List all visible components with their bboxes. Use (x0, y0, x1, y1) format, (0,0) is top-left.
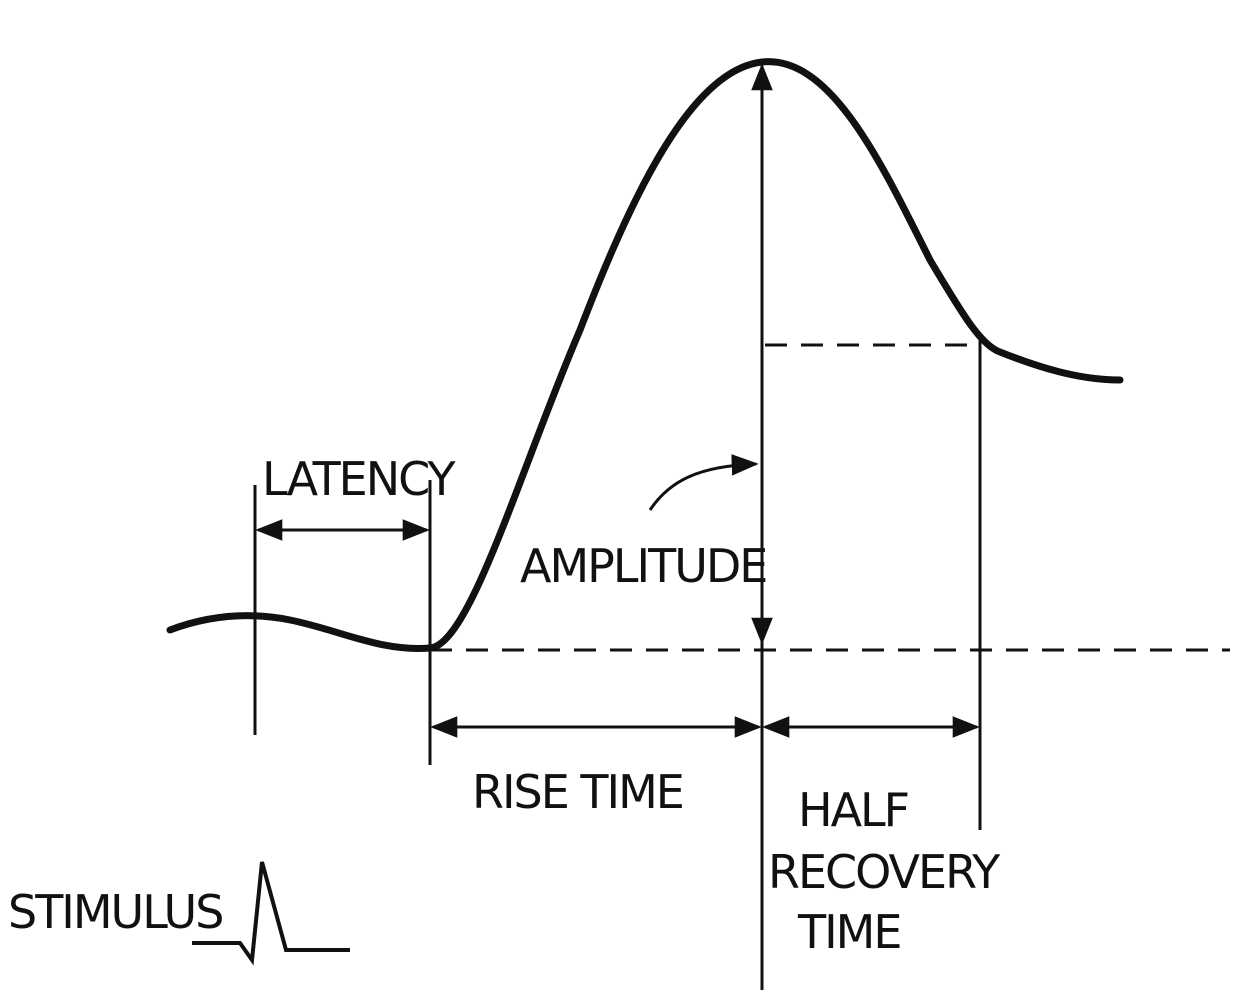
amplitude-label: AMPLITUDE (520, 539, 766, 593)
half-recovery-label-line2: RECOVERY (768, 845, 1001, 899)
latency-label: LATENCY (262, 452, 456, 506)
stimulus-waveform (192, 861, 350, 966)
response-curve (166, 58, 1124, 652)
stimulus-label: STIMULUS (8, 885, 222, 939)
half-recovery-label-line3: TIME (797, 905, 900, 959)
rise-time-label: RISE TIME (472, 765, 683, 819)
amplitude-pointer-arrow (648, 454, 759, 511)
half-recovery-label-line1: HALF (798, 783, 908, 837)
